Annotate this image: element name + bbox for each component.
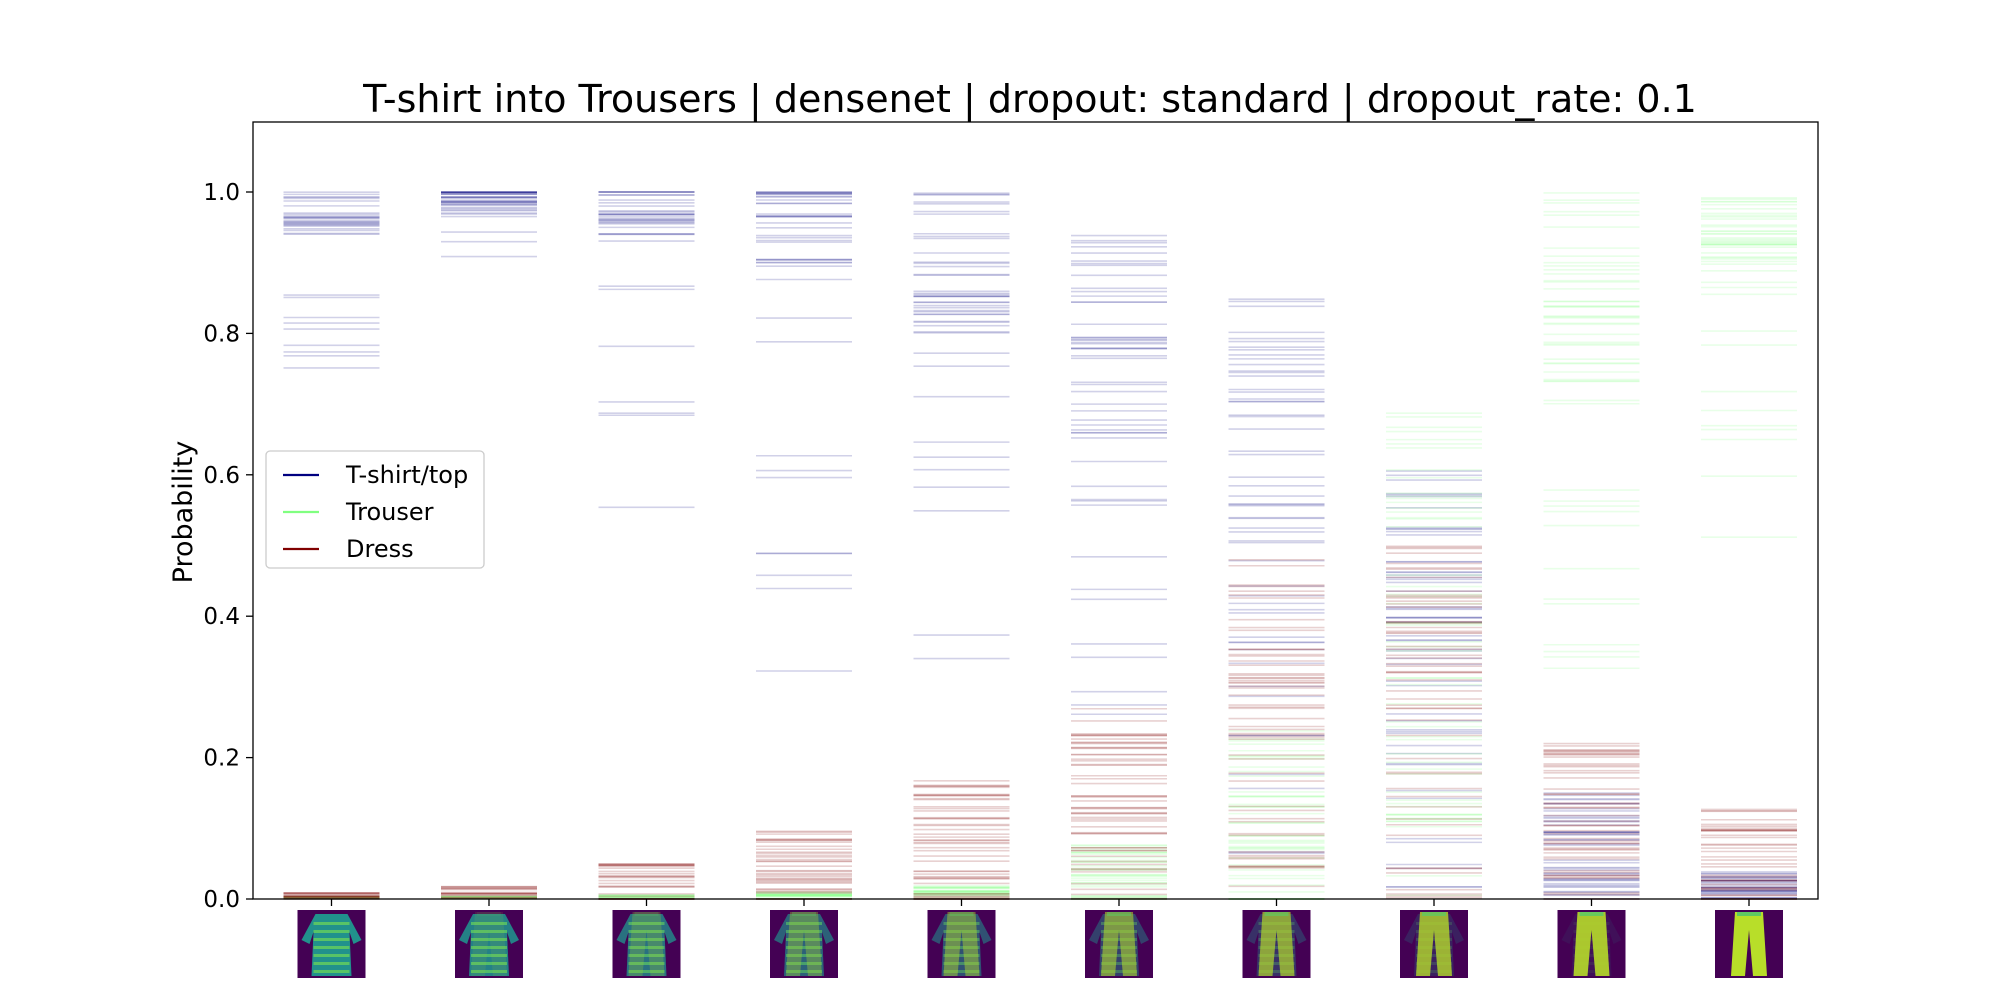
y-axis: 0.0 0.2 0.4 0.6 0.8 1.0	[203, 180, 1750, 913]
step-thumbnail	[1557, 910, 1626, 978]
legend-box	[265, 450, 485, 569]
plot-frame	[252, 121, 1819, 900]
y-tick-label: 0.4	[203, 604, 240, 630]
legend-item: Trouser	[283, 498, 434, 526]
step-thumbnail	[612, 910, 681, 978]
step-thumbnail	[1715, 910, 1783, 978]
y-tick-label: 0.8	[203, 321, 240, 347]
legend-item: Dress	[283, 535, 414, 563]
y-axis-label: Probability	[168, 441, 199, 584]
legend: T-shirt/top Trouser Dress	[265, 450, 485, 569]
step-thumbnail	[927, 910, 996, 978]
step-thumbnail	[770, 910, 838, 978]
step-thumbnails	[297, 910, 1783, 978]
step-thumbnail	[1242, 910, 1311, 978]
legend-label: Dress	[346, 535, 414, 563]
legend-label: T-shirt/top	[345, 461, 468, 489]
y-tick-label: 1.0	[203, 180, 240, 206]
plot-area	[283, 191, 1797, 900]
y-tick-label: 0.6	[203, 463, 240, 489]
chart-title: T-shirt into Trousers | densenet | dropo…	[362, 77, 1697, 122]
legend-label: Trouser	[345, 498, 434, 526]
y-tick-label: 0.0	[203, 887, 240, 913]
legend-item: T-shirt/top	[283, 461, 468, 489]
step-thumbnail	[1400, 910, 1468, 978]
series-t-shirt-top	[283, 191, 1797, 900]
step-thumbnail	[455, 910, 523, 978]
y-tick-label: 0.2	[203, 746, 240, 772]
step-thumbnail	[1085, 910, 1153, 978]
step-thumbnail	[297, 910, 366, 978]
